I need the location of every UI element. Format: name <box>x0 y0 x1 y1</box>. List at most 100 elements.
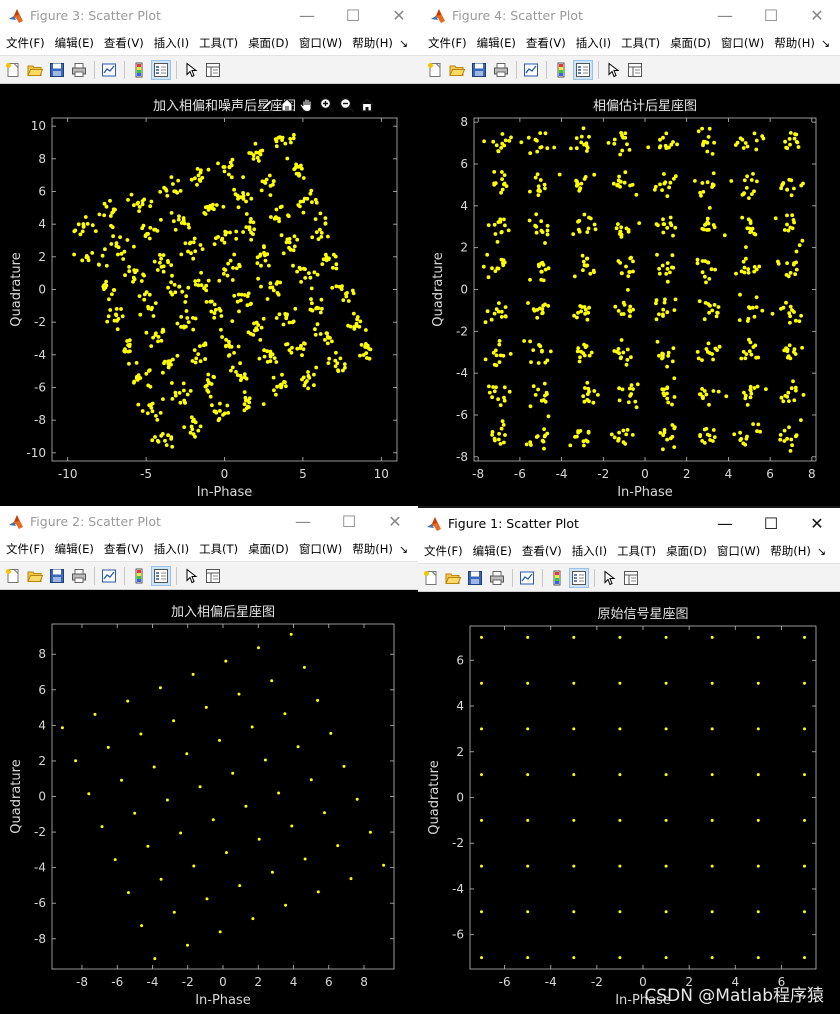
menu-item[interactable]: 工具(T) <box>621 36 661 50</box>
print-icon[interactable] <box>70 61 88 79</box>
maximize-button[interactable]: ☐ <box>763 514 779 533</box>
open-file-icon[interactable] <box>448 61 466 79</box>
new-figure-icon[interactable] <box>422 569 440 587</box>
edit-plot-arrow-icon[interactable] <box>182 567 200 585</box>
menu-item[interactable]: 工具(T) <box>199 36 239 50</box>
insert-legend-icon[interactable] <box>151 565 171 586</box>
insert-colorbar-icon[interactable] <box>552 61 570 79</box>
property-inspector-icon[interactable] <box>622 569 640 587</box>
menu-overflow-icon[interactable]: ↘ <box>816 544 827 558</box>
open-file-icon[interactable] <box>26 61 44 79</box>
save-icon[interactable] <box>470 61 488 79</box>
property-inspector-icon[interactable] <box>204 61 222 79</box>
menu-item[interactable]: 帮助(H) <box>774 36 815 50</box>
data-tips-icon[interactable] <box>278 96 296 114</box>
menu-item[interactable]: 帮助(H) <box>352 542 393 556</box>
scatter-plot[interactable]: 加入相偏和噪声后星座图 -10 -5 0 5 10 -10 -8 -6 -4 -2 0 2 4 6 8 10 In… <box>0 84 422 506</box>
menu-item[interactable]: 编辑(E) <box>472 544 512 558</box>
print-icon[interactable] <box>70 567 88 585</box>
menu-item[interactable]: 桌面(D) <box>248 36 289 50</box>
open-file-icon[interactable] <box>444 569 462 587</box>
minimize-button[interactable]: — <box>717 6 733 25</box>
data-point <box>781 305 786 310</box>
open-file-icon[interactable] <box>26 567 44 585</box>
minimize-button[interactable]: — <box>299 6 315 25</box>
data-point <box>793 318 798 323</box>
menu-item[interactable]: 桌面(D) <box>666 544 707 558</box>
new-figure-icon[interactable] <box>4 61 22 79</box>
menu-overflow-icon[interactable]: ↘ <box>820 36 831 50</box>
menu-item[interactable]: 桌面(D) <box>248 542 289 556</box>
maximize-button[interactable]: ☐ <box>345 6 361 25</box>
menu-item[interactable]: 插入(I) <box>153 542 190 556</box>
link-plot-icon[interactable] <box>100 567 118 585</box>
menu-item[interactable]: 文件(F) <box>424 544 463 558</box>
save-icon[interactable] <box>48 567 66 585</box>
maximize-button[interactable]: ☐ <box>763 6 779 25</box>
menu-item[interactable]: 查看(V) <box>525 36 566 50</box>
edit-plot-arrow-icon[interactable] <box>600 569 618 587</box>
new-figure-icon[interactable] <box>426 61 444 79</box>
insert-legend-icon[interactable] <box>569 567 589 588</box>
menu-item[interactable]: 查看(V) <box>103 542 144 556</box>
menu-overflow-icon[interactable]: ↘ <box>398 542 409 556</box>
pan-hand-icon[interactable] <box>298 96 316 114</box>
zoom-in-icon[interactable] <box>318 96 336 114</box>
menu-item[interactable]: 窗口(W) <box>298 542 343 556</box>
scatter-plot[interactable]: 相偏估计后星座图 -8 -6 -4 -2 0 2 4 6 8 -8 -6 -4 -2 0 2 4 6 8 In-Pha… <box>422 84 840 506</box>
edit-plot-arrow-icon[interactable] <box>182 61 200 79</box>
menu-item[interactable]: 窗口(W) <box>720 36 765 50</box>
menu-item[interactable]: 帮助(H) <box>770 544 811 558</box>
close-button[interactable]: ✕ <box>392 6 406 25</box>
scatter-plot[interactable]: 原始信号星座图 -6 -4 -2 0 2 4 6 -6 -4 -2 0 2 4 6 In-Phase Quadr… <box>418 592 840 1014</box>
menu-item[interactable]: 查看(V) <box>521 544 562 558</box>
title-bar[interactable]: Figure 4: Scatter Plot — ☐ ✕ <box>422 0 840 31</box>
menu-item[interactable]: 桌面(D) <box>670 36 711 50</box>
menu-item[interactable]: 编辑(E) <box>476 36 516 50</box>
menu-item[interactable]: 编辑(E) <box>54 542 94 556</box>
menu-item[interactable]: 插入(I) <box>571 544 608 558</box>
close-button[interactable]: ✕ <box>810 514 824 533</box>
menu-item[interactable]: 窗口(W) <box>716 544 761 558</box>
print-icon[interactable] <box>492 61 510 79</box>
insert-legend-icon[interactable] <box>151 59 171 80</box>
menu-item[interactable]: 窗口(W) <box>298 36 343 50</box>
menu-item[interactable]: 查看(V) <box>103 36 144 50</box>
minimize-button[interactable]: — <box>295 512 311 531</box>
save-icon[interactable] <box>466 569 484 587</box>
menu-item[interactable]: 工具(T) <box>199 542 239 556</box>
print-icon[interactable] <box>488 569 506 587</box>
menu-item[interactable]: 插入(I) <box>153 36 190 50</box>
close-button[interactable]: ✕ <box>388 512 402 531</box>
scatter-plot[interactable]: 加入相偏后星座图 -8 -6 -4 -2 0 2 4 6 8 -8 -6 -4 -2 0 2 4 6 8 In-Pha… <box>0 590 418 1014</box>
link-plot-icon[interactable] <box>518 569 536 587</box>
minimize-button[interactable]: — <box>717 514 733 533</box>
menu-item[interactable]: 编辑(E) <box>54 36 94 50</box>
title-bar[interactable]: Figure 3: Scatter Plot — ☐ ✕ <box>0 0 422 31</box>
restore-view-icon[interactable] <box>358 96 376 114</box>
new-figure-icon[interactable] <box>4 567 22 585</box>
close-button[interactable]: ✕ <box>810 6 824 25</box>
menu-item[interactable]: 文件(F) <box>428 36 467 50</box>
menu-item[interactable]: 文件(F) <box>6 36 45 50</box>
edit-plot-arrow-icon[interactable] <box>604 61 622 79</box>
menu-overflow-icon[interactable]: ↘ <box>398 36 409 50</box>
insert-colorbar-icon[interactable] <box>130 567 148 585</box>
link-plot-icon[interactable] <box>522 61 540 79</box>
save-icon[interactable] <box>48 61 66 79</box>
link-plot-icon[interactable] <box>100 61 118 79</box>
property-inspector-icon[interactable] <box>626 61 644 79</box>
title-bar[interactable]: Figure 2: Scatter Plot — ☐ ✕ <box>0 506 418 537</box>
insert-legend-icon[interactable] <box>573 59 593 80</box>
menu-item[interactable]: 工具(T) <box>617 544 657 558</box>
insert-colorbar-icon[interactable] <box>548 569 566 587</box>
menu-item[interactable]: 帮助(H) <box>352 36 393 50</box>
menu-item[interactable]: 文件(F) <box>6 542 45 556</box>
brush-icon[interactable] <box>258 96 276 114</box>
insert-colorbar-icon[interactable] <box>130 61 148 79</box>
property-inspector-icon[interactable] <box>204 567 222 585</box>
menu-item[interactable]: 插入(I) <box>575 36 612 50</box>
zoom-out-icon[interactable] <box>338 96 356 114</box>
maximize-button[interactable]: ☐ <box>341 512 357 531</box>
title-bar[interactable]: Figure 1: Scatter Plot — ☐ ✕ <box>418 508 840 539</box>
